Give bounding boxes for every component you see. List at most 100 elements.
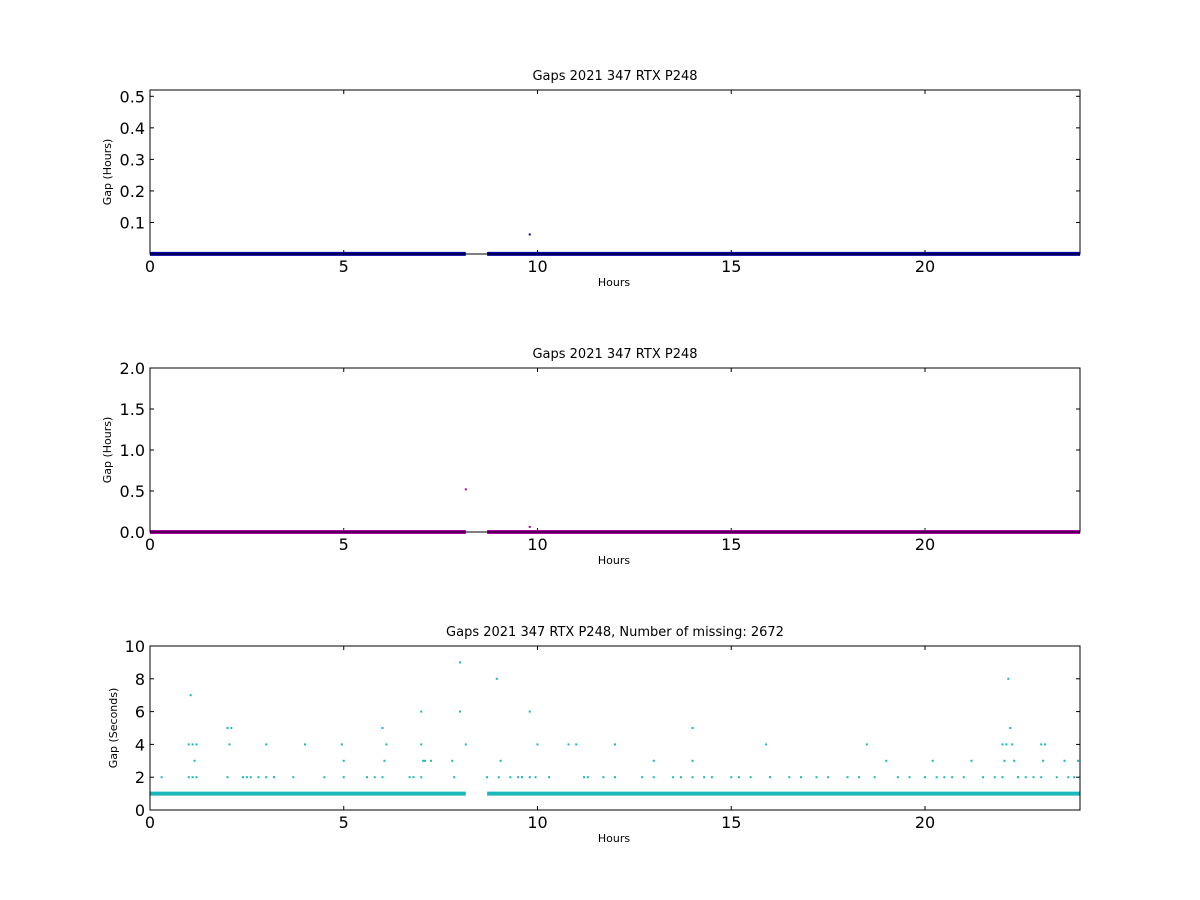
panel-3-point (323, 776, 326, 779)
panel-3-point (429, 759, 432, 762)
panel-3-point (575, 743, 578, 746)
panel-3-point (815, 776, 818, 779)
panel-3-y-tick-label: 4 (135, 735, 145, 754)
panel-3-point (1077, 759, 1080, 762)
panel-1-y-tick-label: 0.3 (120, 150, 145, 169)
panel-3-marks (150, 661, 1080, 796)
panel-3-point (672, 776, 675, 779)
panel-3-point (304, 743, 306, 746)
panel-3-point (408, 776, 411, 779)
panel-3-x-tick-label: 15 (721, 813, 741, 832)
panel-3-point (1013, 759, 1016, 762)
panel-3-point (195, 776, 198, 779)
panel-3-point (245, 776, 248, 779)
panel-3-point (517, 776, 520, 779)
panel-2-y-axis-label: Gap (Hours) (101, 417, 114, 484)
panel-3-point (257, 776, 260, 779)
panel-3-point (993, 776, 996, 779)
panel-3-point (710, 776, 713, 779)
panel-1-x-axis-label: Hours (598, 276, 630, 289)
panel-3-x-ticks: 0 5 10 15 20 (145, 646, 935, 832)
panel-3-point (195, 743, 198, 746)
panel-3-point (230, 727, 233, 729)
panel-3-point (1040, 776, 1043, 779)
panel-3-point (788, 776, 791, 779)
panel-3-title: Gaps 2021 347 RTX P248, Number of missin… (446, 625, 784, 640)
panel-3-point (464, 743, 467, 746)
panel-3-point (342, 759, 345, 762)
panel-3-point (583, 776, 585, 779)
panel-2-y-tick-label: 1.5 (120, 400, 145, 419)
panel-1-y-tick-label: 0.4 (120, 119, 145, 138)
panel-3-point (1024, 776, 1027, 779)
panel-3-point (614, 776, 616, 779)
panel-3-point (691, 776, 694, 779)
panel-3-point (1073, 776, 1076, 779)
panel-3-point (652, 776, 655, 779)
panel-3-point (381, 727, 384, 729)
panel-3-point (846, 776, 849, 779)
panel-3-point (242, 776, 244, 779)
panel-3-y-tick-label: 6 (135, 703, 145, 722)
panel-3-point (528, 776, 531, 779)
panel-3-point (865, 743, 868, 746)
panel-3-point (373, 776, 376, 779)
panel-3-point (187, 776, 190, 779)
panel-3-point (827, 776, 830, 779)
panel-3-point (383, 759, 386, 762)
panel-3-x-tick-label: 0 (145, 813, 155, 832)
panel-3-point (536, 743, 539, 746)
panel-2-x-tick-label: 15 (721, 535, 741, 554)
panel-3-point (191, 743, 194, 746)
panel-3-point (652, 759, 655, 762)
panel-3-point (567, 743, 570, 746)
panel-3-point (982, 776, 985, 779)
panel-3-point (422, 759, 425, 762)
panel-3-point (1040, 743, 1043, 746)
panel-3-point (896, 776, 899, 779)
panel-3-point (228, 743, 231, 746)
panel-3: Gaps 2021 347 RTX P248, Number of missin… (107, 625, 1081, 845)
panel-3-point (1042, 759, 1045, 762)
panel-3-point (691, 759, 694, 762)
panel-2-x-ticks: 0 5 10 15 20 (145, 368, 935, 554)
panel-3-point (730, 776, 733, 779)
panel-3-point (495, 677, 498, 680)
panel-3-point (1055, 776, 1058, 779)
panel-3-point (641, 776, 644, 779)
panel-3-point (534, 776, 537, 779)
panel-3-point (1032, 776, 1035, 779)
panel-2-x-tick-label: 5 (339, 535, 349, 554)
panel-3-y-tick-label: 0 (135, 801, 145, 820)
panel-3-point (292, 776, 295, 779)
panel-3-point (738, 776, 740, 779)
panel-1-y-ticks: 0.1 0.2 0.3 0.4 0.5 (120, 87, 1080, 232)
panel-1-x-tick-label: 0 (145, 257, 155, 276)
panel-3-y-tick-label: 8 (135, 670, 145, 689)
panel-3-point (497, 776, 500, 779)
panel-3-point (1011, 743, 1014, 746)
panel-3-point (528, 710, 531, 713)
panel-3-y-tick-label: 2 (135, 768, 145, 787)
panel-3-point (1005, 743, 1008, 746)
panel-1: Gaps 2021 347 RTX P248 0 5 10 15 20 0.10.20.… (101, 69, 1081, 289)
panel-3-point (602, 776, 605, 779)
panel-3-x-axis-label: Hours (598, 832, 630, 845)
panel-3-point (691, 727, 694, 729)
panel-3-point (265, 776, 268, 779)
panel-3-x-tick-label: 20 (915, 813, 935, 832)
panel-3-point (424, 759, 427, 762)
panel-3-point (509, 776, 512, 779)
panel-1-x-tick-label: 15 (721, 257, 741, 276)
panel-3-point (187, 743, 190, 746)
panel-3-point (340, 743, 343, 746)
panel-3-point (193, 759, 196, 762)
panel-3-point (420, 743, 423, 746)
panel-1-y-tick-label: 0.2 (120, 182, 145, 201)
panel-3-point (459, 710, 461, 713)
panel-3-point (703, 776, 706, 779)
panel-3-point (499, 759, 502, 762)
panel-3-point (1017, 776, 1019, 779)
panel-3-frame (149, 645, 1081, 811)
